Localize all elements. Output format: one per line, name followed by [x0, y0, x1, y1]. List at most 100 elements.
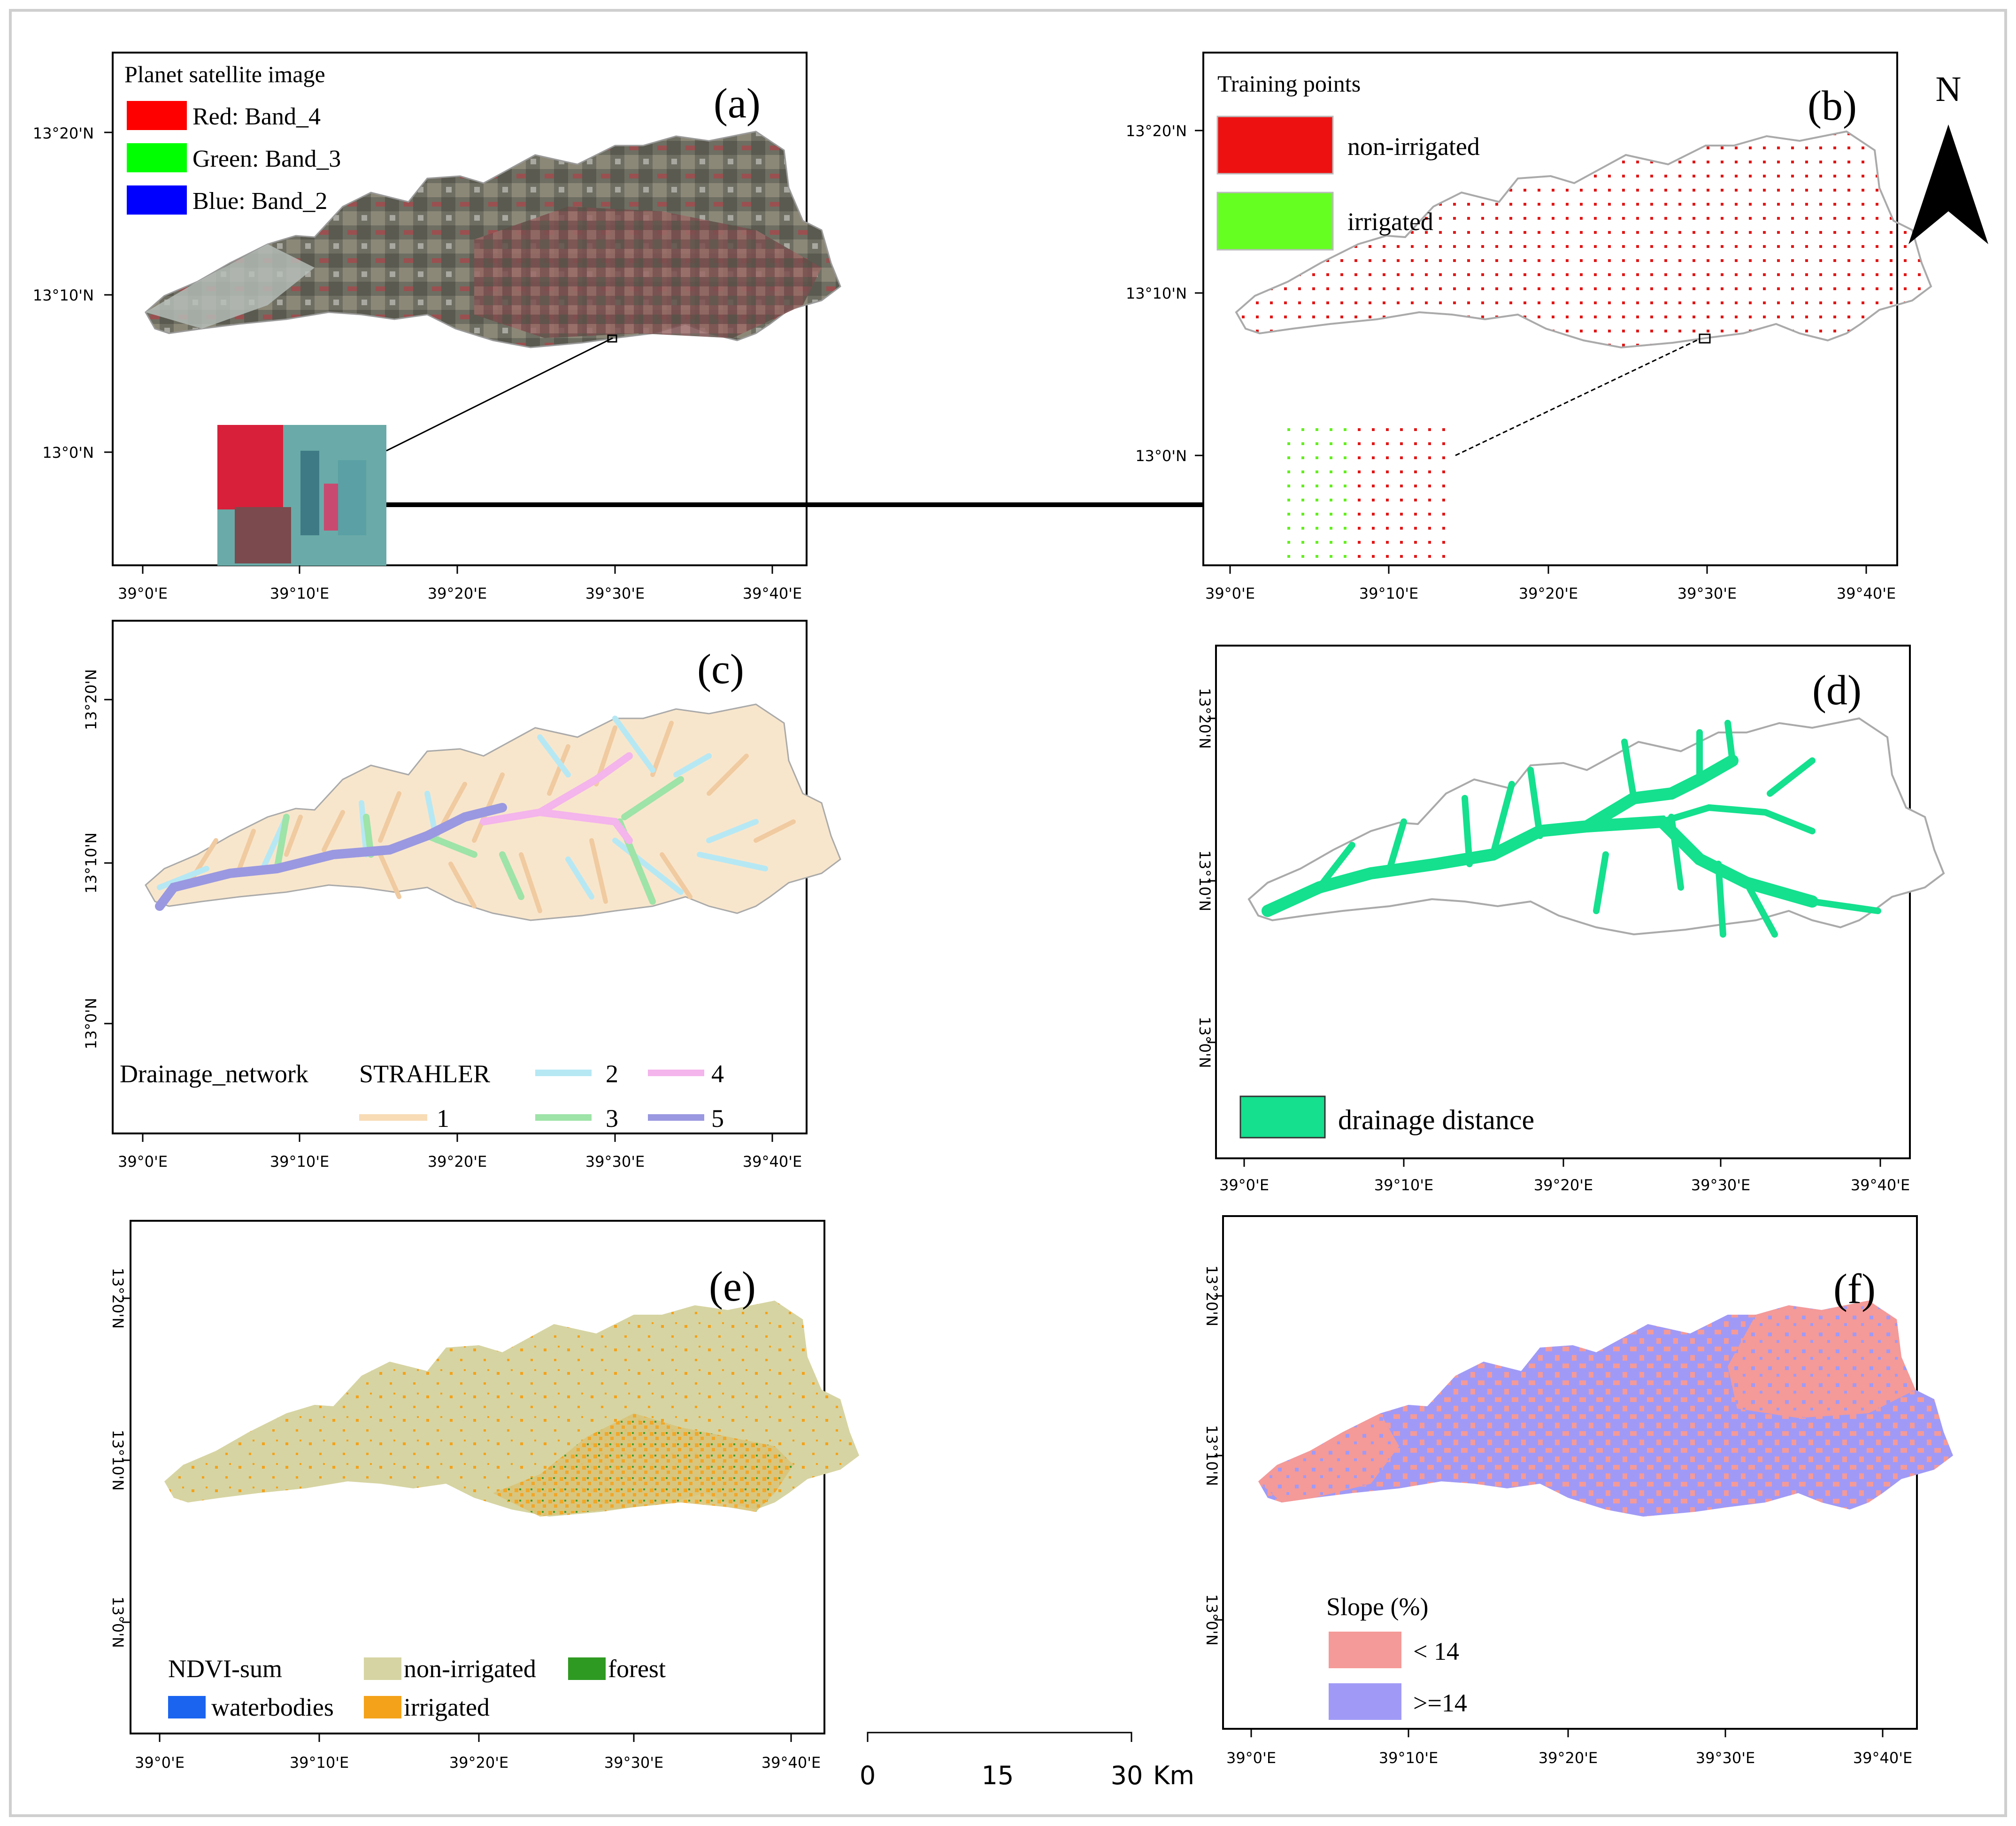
panel-f-x-tick: 39°30'E [1696, 1749, 1755, 1767]
panel-d-x-tick: 39°20'E [1534, 1176, 1593, 1194]
panel-e: (e) NDVI-sum non-irrigated forest waterb… [109, 1220, 859, 1772]
scale-bar-label-30: 30 [1111, 1761, 1143, 1790]
panel-b: Training points non-irrigated irrigated … [1126, 52, 1932, 602]
panel-c-y-ticks: 13°20'N 13°10'N 13°0'N [82, 669, 100, 1049]
north-arrow-icon [1908, 124, 1988, 244]
panel-f-legend-swatch-lt14 [1329, 1632, 1401, 1668]
panel-b-legend-swatch-non-irrigated [1216, 116, 1334, 175]
panel-e-legend-swatch-waterbodies [168, 1696, 206, 1718]
panel-f-legend-swatch-ge14 [1329, 1683, 1401, 1720]
panel-c-x-tick: 39°40'E [743, 1153, 802, 1171]
panel-e-x-tick: 39°20'E [449, 1754, 508, 1772]
panel-c-legend-label-2: 2 [606, 1060, 618, 1088]
panel-b-legend-label-irrigated: irrigated [1347, 208, 1433, 236]
panel-f-legend-label-lt14: < 14 [1413, 1637, 1459, 1665]
panel-d-legend-swatch [1239, 1095, 1326, 1139]
panel-b-x-tick: 39°20'E [1519, 585, 1578, 602]
panel-e-legend-swatch-forest [568, 1657, 606, 1680]
panel-a-legend-swatch-red [127, 101, 187, 130]
panel-f-x-tick: 39°10'E [1379, 1749, 1438, 1767]
panel-f: (f) Slope (%) < 14 >=14 13°20'N 13°10'N … [1203, 1215, 1953, 1767]
panel-b-inset [1282, 425, 1455, 563]
panel-a-inset-leader [386, 337, 613, 452]
panel-a-x-tick: 39°20'E [428, 585, 487, 602]
panel-c-x-tick: 39°30'E [585, 1153, 645, 1171]
panel-c-label: (c) [697, 646, 744, 693]
panel-b-label: (b) [1808, 83, 1857, 129]
panel-e-irrigated-cluster [493, 1413, 793, 1517]
north-arrow: N [1908, 69, 1988, 244]
panel-d-legend-label: drainage distance [1338, 1104, 1534, 1135]
panel-f-x-tick: 39°20'E [1539, 1749, 1598, 1767]
panel-c-x-ticks: 39°0'E 39°10'E 39°20'E 39°30'E 39°40'E [118, 1153, 802, 1171]
panel-a-reddish-area [146, 207, 822, 338]
panel-b-inset-marker [1699, 333, 1711, 344]
panel-e-legend-label-irrigated: irrigated [404, 1693, 490, 1721]
strahler-order-5-stream [155, 803, 507, 911]
panel-c-x-tick: 39°20'E [428, 1153, 487, 1171]
panel-b-x-tick: 39°0'E [1205, 585, 1255, 602]
panel-b-y-ticks: 13°20'N 13°10'N 13°0'N [1126, 122, 1187, 465]
panel-e-legend-swatch-irrigated [364, 1696, 401, 1718]
panel-e-x-ticks: 39°0'E 39°10'E 39°20'E 39°30'E 39°40'E [135, 1754, 821, 1772]
panel-c-legend-subtitle: STRAHLER [359, 1060, 490, 1088]
panel-f-x-ticks: 39°0'E 39°10'E 39°20'E 39°30'E 39°40'E [1226, 1749, 1912, 1767]
panel-f-low-slope-area [1728, 1301, 1916, 1418]
panel-e-legend-swatch-non-irrigated [364, 1657, 401, 1680]
panel-a-label: (a) [714, 80, 761, 127]
panel-d: (d) drainage distance 13°20'N 13°10'N 13… [1196, 645, 1945, 1194]
panel-a-inset [217, 425, 386, 566]
panel-d-x-tick: 39°10'E [1374, 1176, 1433, 1194]
panel-d-x-ticks: 39°0'E 39°10'E 39°20'E 39°30'E 39°40'E [1219, 1176, 1910, 1194]
scale-bar: 0 15 30 Km [860, 1732, 1194, 1790]
panel-d-x-tick: 39°0'E [1219, 1176, 1269, 1194]
panel-e-x-tick: 39°10'E [290, 1754, 349, 1772]
panel-c-y-tick: 13°0'N [82, 998, 100, 1049]
scale-bar-unit: Km [1153, 1761, 1194, 1790]
panel-f-legend-label-ge14: >=14 [1413, 1689, 1467, 1717]
panel-e-legend-label-forest: forest [608, 1655, 666, 1683]
drainage-distance-branch [1316, 720, 1881, 938]
panel-d-y-ticks: 13°20'N 13°10'N 13°0'N [1196, 688, 1214, 1068]
panel-b-legend-title: Training points [1217, 70, 1361, 97]
panel-b-x-tick: 39°30'E [1677, 585, 1737, 602]
panel-e-legend-label-waterbodies: waterbodies [211, 1693, 334, 1721]
north-arrow-label: N [1936, 69, 1962, 109]
panel-a-legend-label-green: Green: Band_3 [192, 146, 341, 172]
panel-c-legend-label-1: 1 [437, 1104, 449, 1133]
panel-e-x-tick: 39°30'E [604, 1754, 663, 1772]
panel-f-x-tick: 39°40'E [1853, 1749, 1912, 1767]
panel-a-x-tick: 39°30'E [585, 585, 645, 602]
panel-c-y-tick: 13°10'N [82, 832, 100, 894]
panel-f-legend-title: Slope (%) [1326, 1593, 1428, 1621]
panel-a-inset-marker [607, 334, 617, 343]
panel-a-y-tick: 13°20'N [33, 124, 94, 142]
panel-b-x-tick: 39°40'E [1837, 585, 1896, 602]
panel-e-x-tick: 39°0'E [135, 1754, 185, 1772]
panel-a-legend-label-red: Red: Band_4 [192, 103, 321, 130]
panel-c-legend-title: Drainage_network [120, 1060, 308, 1088]
panel-c-legend-label-3: 3 [606, 1104, 618, 1133]
panel-e-label: (e) [709, 1264, 756, 1310]
panel-a-y-tick: 13°10'N [33, 286, 94, 304]
scale-bar-label-0: 0 [860, 1761, 876, 1790]
panel-e-legend-label-non-irrigated: non-irrigated [404, 1655, 536, 1683]
panel-a-legend-swatch-green [127, 143, 187, 172]
panel-f-low-slope-area-west [1258, 1413, 1399, 1502]
panel-b-legend-label-non-irrigated: non-irrigated [1347, 132, 1480, 161]
panel-b-inset-leader [1455, 338, 1700, 456]
panel-a-legend-label-blue: Blue: Band_2 [192, 188, 327, 215]
strahler-order-3-stream [274, 776, 684, 905]
panel-a-y-tick: 13°0'N [42, 444, 94, 462]
panel-b-y-tick: 13°0'N [1135, 447, 1187, 465]
panel-b-x-ticks: 39°0'E 39°10'E 39°20'E 39°30'E 39°40'E [1205, 585, 1896, 602]
panel-a-legend-swatch-blue [127, 185, 187, 215]
panel-e-x-tick: 39°40'E [762, 1754, 821, 1772]
strahler-order-2-stream [157, 716, 768, 900]
scale-bar-label-15: 15 [982, 1761, 1014, 1790]
panel-a-x-tick: 39°0'E [118, 585, 168, 602]
panel-c-legend-label-5: 5 [711, 1104, 724, 1133]
panel-f-label: (f) [1833, 1266, 1876, 1312]
panel-c-y-tick: 13°20'N [82, 669, 100, 730]
